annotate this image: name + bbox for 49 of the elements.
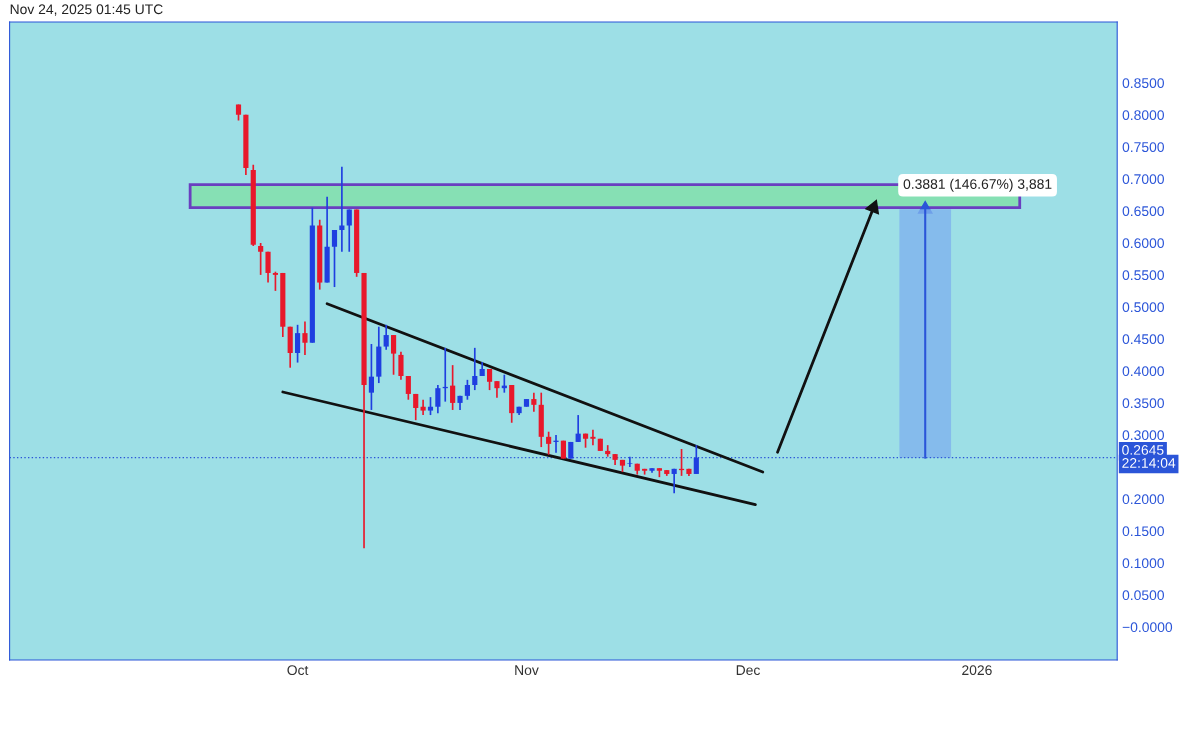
candlestick [472,347,478,391]
y-tick-label: 0.4000 [1122,366,1164,377]
candlestick [627,455,633,468]
y-tick-label: 0.1000 [1122,558,1164,569]
x-tick-label: 2026 [962,665,992,676]
candlestick [413,393,419,422]
y-tick-label: 0.7500 [1122,142,1164,153]
y-tick-label: 0.2000 [1122,494,1164,505]
y-tick-label: 0.7000 [1122,174,1164,185]
candlestick [531,391,537,413]
y-tick-label: 0.1500 [1122,526,1164,537]
y-tick-label: 0.3000 [1122,430,1164,441]
candlestick [390,334,397,376]
y-tick-label: 0.5000 [1122,302,1164,313]
y-tick-label: 0.8000 [1122,110,1164,121]
candlestick [398,350,404,381]
candlestick [693,444,699,475]
candlestick [575,414,581,443]
candlestick [435,384,441,414]
candlestick [302,320,308,356]
y-tick-label: 0.6000 [1122,238,1164,249]
x-tick-label: Oct [287,665,309,676]
y-tick-label: 0.3500 [1122,398,1164,409]
candlestick [265,251,271,284]
candlestick [450,364,456,411]
x-tick-label: Nov [515,665,539,676]
y-tick-label: 0.0500 [1122,590,1164,601]
annotation: 0.3881 (146.67%) 3,881 [903,178,1052,192]
text: Nov 24, 2025 01:45 UTC [10,4,163,16]
candlestick [405,375,411,401]
text: 22:14:04 [1122,458,1176,468]
y-tick-label: 0.6500 [1122,206,1164,217]
candlestick [464,379,470,401]
candlestick [258,242,264,276]
y-tick-label: 0.4500 [1122,334,1164,345]
y-tick-label: 0.5500 [1122,270,1164,281]
candlestick [368,343,374,411]
x-tick-label: Dec [736,665,760,676]
ref-line-label: 0.2645 [1122,445,1164,455]
y-tick-label: −0.0000 [1122,622,1173,633]
candlestick [346,208,352,253]
candlestick [294,323,301,364]
candlestick [331,229,338,288]
y-tick-label: 0.8500 [1122,78,1164,89]
candlestick [546,430,552,456]
candlestick [383,323,389,351]
candlestick [590,428,596,446]
candlestick [671,468,677,494]
candlestick [272,270,279,292]
